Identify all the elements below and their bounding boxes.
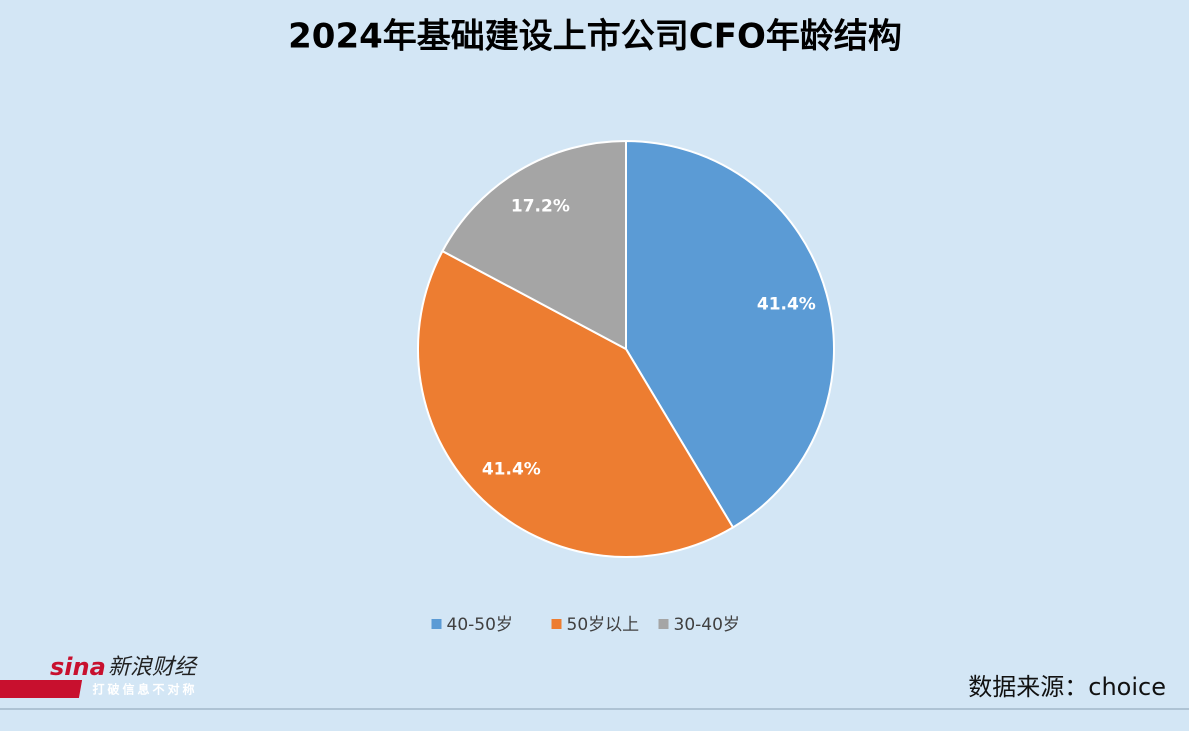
logo-name: 新浪财经 (108, 655, 198, 680)
pie-slice (441, 139, 627, 351)
logo: sina 新浪财经 打破信息不对称 (0, 653, 198, 698)
chart-title: 2024年基础建设上市公司CFO年龄结构 (288, 17, 902, 57)
legend-swatch (658, 619, 669, 629)
legend: 40-50岁 50岁以上 30-40岁 (431, 615, 740, 635)
pie: 41.4% 41.4% 17.2% (417, 139, 835, 558)
legend-label: 30-40岁 (674, 615, 740, 635)
legend-swatch (551, 619, 562, 629)
data-label: 41.4% (757, 295, 816, 315)
legend-swatch (431, 619, 442, 629)
data-label: 17.2% (511, 196, 570, 216)
legend-label: 40-50岁 (447, 615, 513, 635)
legend-label: 50岁以上 (567, 615, 640, 635)
data-label: 41.4% (482, 460, 541, 480)
logo-slogan: 打破信息不对称 (92, 682, 197, 697)
pie-slice (625, 139, 835, 529)
pie-slice (417, 249, 735, 558)
logo-brand: sina (50, 653, 106, 681)
logo-banner (0, 680, 83, 698)
source-note: 数据来源：choice (968, 673, 1166, 701)
